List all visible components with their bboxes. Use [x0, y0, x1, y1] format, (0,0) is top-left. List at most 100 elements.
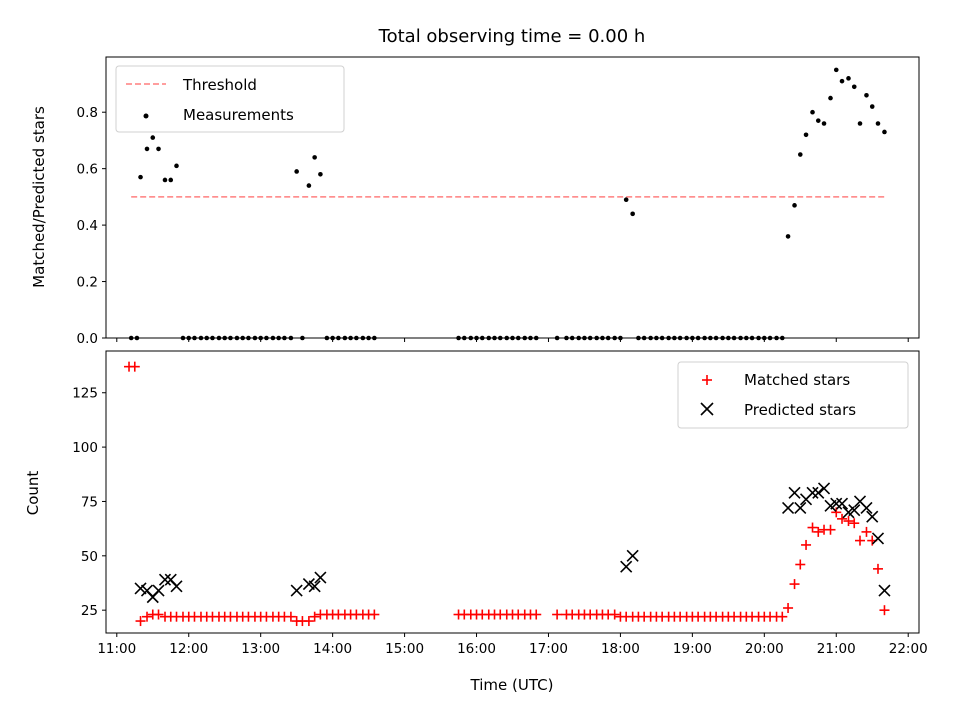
measurement-point — [882, 129, 887, 135]
matched-star-point — [531, 609, 542, 620]
legend-measurements-label: Measurements — [183, 106, 294, 124]
matched-star-point — [813, 526, 824, 537]
predicted-star-point — [781, 501, 795, 515]
matched-star-point — [825, 524, 836, 535]
matched-star-point — [801, 539, 812, 550]
bottom-axes-frame — [105, 350, 920, 634]
top-legend-box — [115, 65, 345, 133]
matched-star-point — [285, 611, 296, 622]
predicted-star-point — [794, 501, 807, 515]
bottom-xtick-label: 16:00 — [457, 641, 496, 657]
top-axes: 0.00.20.40.60.8 Matched/Predicted stars … — [30, 56, 920, 347]
bottom-ytick-label: 100 — [72, 440, 98, 456]
bottom-y-ticks: 25 50 75 100 125 — [72, 386, 106, 619]
measurement-point — [869, 104, 875, 109]
matched-star-point — [369, 609, 380, 620]
bottom-legend: Matched stars Predicted stars — [677, 361, 909, 429]
legend-measurements-swatch — [143, 113, 149, 119]
predicted-star-point — [871, 532, 885, 545]
bottom-axes: 25 50 75 100 125 11:00 12:00 13:00 14:00 15:00 16… — [24, 350, 928, 694]
bottom-ytick-label: 125 — [72, 386, 98, 402]
matched-star-point — [843, 516, 854, 527]
bottom-ytick-label: 50 — [81, 549, 98, 565]
top-ytick-label: 0.0 — [77, 331, 98, 347]
bottom-xtick-label: 21:00 — [817, 641, 856, 657]
measurement-point — [174, 163, 179, 169]
bottom-ytick-label: 25 — [81, 603, 98, 619]
top-ytick-label: 0.6 — [77, 162, 98, 178]
matched-star-point — [153, 609, 164, 620]
measurement-point — [144, 146, 150, 152]
measurement-point — [797, 152, 803, 157]
top-legend: Threshold Measurements — [115, 65, 345, 133]
bottom-x-ticks: 11:00 12:00 13:00 14:00 15:00 16:00 17:00 18:00… — [97, 633, 928, 657]
matched-star-point — [837, 513, 848, 524]
matched-star-point — [795, 559, 806, 570]
matched-star-point — [831, 507, 842, 518]
matched-star-point — [879, 605, 890, 616]
bottom-xtick-label: 22:00 — [889, 641, 928, 657]
measurement-point — [312, 155, 317, 160]
bottom-xtick-label: 17:00 — [529, 641, 568, 657]
matched-star-point — [609, 609, 620, 620]
matched-star-point — [872, 563, 883, 574]
top-y-ticks: 0.0 0.2 0.4 0.6 0.8 — [77, 105, 106, 347]
legend-predicted-label: Predicted stars — [744, 401, 856, 419]
matched-star-point — [789, 579, 800, 590]
bottom-xtick-label: 11:00 — [97, 641, 136, 657]
x-axis-label: Time (UTC) — [470, 676, 554, 694]
legend-threshold-label: Threshold — [182, 76, 257, 94]
predicted-star-point — [158, 573, 172, 586]
predicted-star-point — [860, 501, 873, 515]
measurement-point — [828, 95, 833, 101]
top-axes-frame — [105, 56, 920, 339]
predicted-star-point — [817, 482, 831, 495]
measurement-point — [150, 135, 156, 140]
measurement-point — [630, 211, 635, 217]
bottom-xtick-label: 18:00 — [601, 641, 640, 657]
matched-star-point — [777, 611, 788, 622]
matched-star-point — [309, 611, 320, 622]
predicted-star-point — [788, 486, 801, 499]
predicted-star-point — [170, 580, 183, 593]
predicted-star-point — [308, 580, 321, 593]
predicted-star-point — [620, 560, 633, 573]
measurement-point — [875, 121, 881, 126]
matched-star-point — [807, 522, 818, 533]
matched-star-point — [861, 526, 872, 537]
measurement-point — [857, 121, 863, 126]
measurement-point — [156, 146, 161, 152]
measurement-point — [162, 177, 168, 183]
bottom-xtick-label: 19:00 — [673, 641, 712, 657]
measurement-point — [815, 118, 821, 123]
measurement-point — [623, 197, 629, 203]
predicted-star-point — [866, 510, 879, 523]
bottom-xtick-label: 20:00 — [745, 641, 784, 657]
bottom-xtick-label: 14:00 — [313, 641, 352, 657]
predicted-star-point — [626, 549, 639, 562]
measurement-point — [864, 92, 869, 98]
top-ytick-label: 0.2 — [77, 275, 98, 291]
predicted-star-point — [290, 584, 303, 597]
measurement-point — [846, 76, 851, 81]
bottom-xtick-label: 15:00 — [385, 641, 424, 657]
matched-star-point — [142, 611, 153, 622]
predicted-star-point — [152, 584, 165, 597]
chart-title: Total observing time = 0.00 h — [378, 26, 646, 47]
predicted-star-point — [830, 497, 843, 510]
measurement-point — [318, 171, 323, 177]
measurement-point — [810, 109, 815, 115]
bottom-plot-area — [124, 361, 891, 627]
predicted-star-point — [812, 486, 825, 499]
predicted-star-point — [314, 571, 327, 584]
predicted-star-point — [835, 497, 849, 510]
predicted-star-point — [806, 486, 819, 499]
measurement-point — [168, 177, 174, 183]
legend-matched-label: Matched stars — [744, 371, 850, 389]
predicted-star-point — [878, 584, 891, 597]
predicted-star-point — [848, 504, 861, 517]
measurement-point — [785, 234, 791, 239]
measurement-point — [792, 203, 797, 208]
matched-star-point — [135, 616, 146, 627]
